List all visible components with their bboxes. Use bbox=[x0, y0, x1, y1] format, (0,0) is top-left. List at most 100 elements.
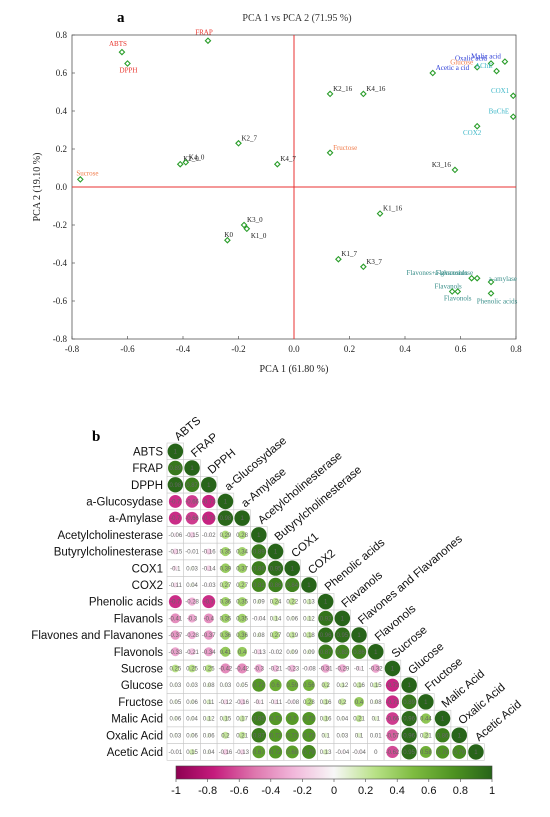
heatmap-cell-value: 0.44 bbox=[420, 717, 432, 723]
heatmap-circle bbox=[189, 733, 195, 738]
heatmap-cell-value: -0.23 bbox=[285, 666, 299, 672]
heatmap-cell-value: 0.12 bbox=[203, 717, 215, 723]
pca-point-label: COX2 bbox=[463, 129, 482, 137]
heatmap-circle bbox=[401, 744, 417, 760]
heatmap-cell-value: 0.59 bbox=[286, 683, 298, 689]
heatmap-circle bbox=[302, 728, 316, 742]
heatmap-circle bbox=[204, 647, 214, 657]
heatmap-cell-value: 0.67 bbox=[253, 750, 265, 756]
heatmap-circle bbox=[290, 616, 295, 621]
heatmap-cell-value: 0.04 bbox=[337, 717, 349, 723]
heatmap-circle bbox=[256, 648, 262, 655]
heatmap-row-label: Flavones and Flavanones bbox=[31, 630, 163, 642]
heatmap-circle bbox=[285, 745, 299, 759]
pca-y-tick-label: -0.2 bbox=[53, 220, 67, 230]
heatmap-cell-value: 0.15 bbox=[220, 717, 232, 723]
heatmap-cell-value: 0.35 bbox=[220, 616, 232, 622]
heatmap-circle bbox=[220, 563, 231, 574]
heatmap-cell-value: 0.85 bbox=[253, 717, 265, 723]
heatmap-cell-value: 0.22 bbox=[286, 600, 298, 606]
heatmap-cell-value: 0.06 bbox=[186, 733, 198, 739]
heatmap-cell-value: 0.96 bbox=[403, 717, 415, 723]
heatmap-cell-value: 0.82 bbox=[337, 650, 349, 656]
heatmap-circle bbox=[334, 627, 350, 643]
colorbar-tick-label: 1 bbox=[489, 785, 495, 797]
heatmap-cell-value: 0.04 bbox=[186, 583, 198, 589]
heatmap-cell-value: -0.37 bbox=[169, 633, 183, 639]
pca-y-axis-title: PCA 2 (19.10 %) bbox=[32, 153, 43, 222]
heatmap-cell-value: 0.95 bbox=[337, 633, 349, 639]
heatmap-circle bbox=[238, 731, 246, 739]
heatmap-cell-value: 0.4 bbox=[238, 650, 247, 656]
heatmap-circle bbox=[188, 648, 196, 656]
heatmap-cell-value: -0.08 bbox=[285, 700, 299, 706]
heatmap-cell-value: 0 bbox=[374, 750, 378, 756]
heatmap-cell-value: -0.73 bbox=[202, 516, 216, 522]
pca-point-label: BuChE bbox=[489, 108, 510, 116]
heatmap-cell-value: 0.06 bbox=[286, 616, 298, 622]
heatmap-circle bbox=[251, 527, 267, 543]
heatmap-cell-value: 0.17 bbox=[236, 717, 248, 723]
heatmap-cell-value: 0.73 bbox=[437, 750, 449, 756]
heatmap-circle bbox=[172, 582, 178, 588]
heatmap-cell-value: -0.13 bbox=[235, 750, 249, 756]
heatmap-circle bbox=[322, 715, 329, 722]
heatmap-circle bbox=[189, 549, 195, 554]
colorbar-tick-label: 0 bbox=[331, 785, 337, 797]
heatmap-circle bbox=[323, 732, 329, 738]
heatmap-circle bbox=[318, 610, 334, 626]
heatmap-cell-value: 1 bbox=[274, 550, 278, 556]
heatmap-row-label: a-Glucosydase bbox=[86, 496, 163, 508]
heatmap-cell-value: 0.36 bbox=[236, 633, 248, 639]
heatmap-circle bbox=[237, 630, 247, 640]
heatmap-circle bbox=[223, 682, 228, 688]
pca-point-marker bbox=[224, 236, 231, 244]
heatmap-circle bbox=[285, 712, 299, 726]
heatmap-circle bbox=[185, 495, 199, 508]
heatmap-cell-value: -0.02 bbox=[202, 533, 216, 539]
heatmap-circle bbox=[189, 582, 195, 588]
heatmap-row-label: Phenolic acids bbox=[89, 597, 163, 609]
heatmap-row-label: Acetylcholinesterase bbox=[58, 530, 163, 542]
heatmap-circle bbox=[189, 716, 195, 721]
heatmap-circle bbox=[239, 698, 246, 705]
pca-point-marker bbox=[326, 149, 334, 157]
heatmap-circle bbox=[268, 745, 283, 759]
heatmap-circle bbox=[202, 595, 216, 609]
heatmap-circle bbox=[206, 715, 212, 722]
heatmap-circle bbox=[167, 443, 184, 460]
heatmap-cell-value: -0.04 bbox=[336, 750, 350, 756]
pca-point-label: a-amylase bbox=[489, 275, 517, 283]
heatmap-cell-value: 1 bbox=[174, 449, 178, 455]
heatmap-circle bbox=[418, 694, 434, 710]
heatmap-cell-value: 1 bbox=[458, 733, 462, 739]
heatmap-circle bbox=[220, 613, 231, 623]
colorbar-tick-label: 0.8 bbox=[453, 785, 468, 797]
heatmap-circle bbox=[239, 749, 245, 755]
heatmap-circle bbox=[303, 679, 315, 691]
pca-point-label: K2_0 bbox=[183, 155, 199, 163]
heatmap-circle bbox=[189, 748, 196, 755]
heatmap-circle bbox=[173, 699, 178, 705]
pca-title: PCA 1 vs PCA 2 (71.95 %) bbox=[242, 13, 351, 24]
heatmap-cell-value: -0.7 bbox=[170, 499, 181, 505]
heatmap-column-label: FRAP bbox=[189, 431, 220, 460]
heatmap-cell-value: 0.11 bbox=[203, 700, 215, 706]
heatmap-circle bbox=[318, 644, 333, 659]
pca-x-tick-label: -0.8 bbox=[65, 344, 80, 354]
heatmap-circle bbox=[302, 745, 316, 759]
heatmap-circle bbox=[201, 477, 217, 493]
heatmap-cell-value: -0.71 bbox=[386, 700, 400, 706]
heatmap-cell-value: -0.01 bbox=[185, 550, 199, 556]
heatmap-cell-value: 0.14 bbox=[270, 616, 282, 622]
heatmap-cell-value: 0.27 bbox=[270, 633, 282, 639]
heatmap-cell-value: 0.27 bbox=[236, 583, 248, 589]
heatmap-circle bbox=[321, 664, 330, 673]
heatmap-cell-value: -0.37 bbox=[202, 633, 216, 639]
pca-points: ABTS DPPH FRAP Sucrose K2_0K4_0 K2_7 K4_7 K3_0 K… bbox=[76, 29, 517, 306]
heatmap-circle bbox=[385, 695, 399, 709]
colorbar-tick-label: -0.2 bbox=[293, 785, 312, 797]
pca-point-label: K1_16 bbox=[383, 205, 403, 213]
heatmap-cell-value: 0.41 bbox=[220, 650, 232, 656]
heatmap-circle bbox=[356, 732, 362, 738]
